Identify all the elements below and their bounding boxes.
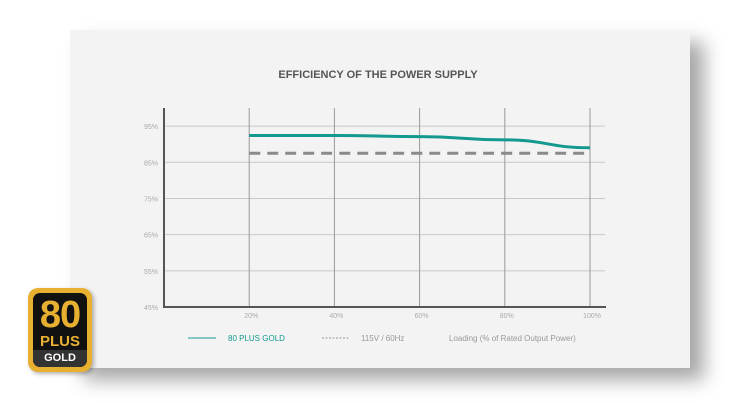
80-plus-gold-logo: 80 PLUS GOLD [28, 288, 92, 372]
x-tick-label: 100% [583, 313, 601, 320]
y-tick-label: 95% [144, 124, 158, 131]
x-tick-label: 60% [415, 313, 429, 320]
x-tick-label: 20% [244, 313, 258, 320]
series-line-80-plus-gold [249, 133, 591, 150]
chart-title: EFFICIENCY OF THE POWER SUPPLY [278, 69, 478, 81]
x-tick-label: 80% [500, 313, 514, 320]
x-tick-label: 40% [329, 313, 343, 320]
y-tick-label: 55% [144, 269, 158, 276]
y-tick-label: 65% [144, 233, 158, 240]
x-axis-label: Loading (% of Rated Output Power) [449, 334, 576, 343]
y-tick-label: 75% [144, 196, 158, 203]
legend-label-gold: 80 PLUS GOLD [228, 334, 285, 343]
y-tick-label: 85% [144, 160, 158, 167]
legend-label-115v: 115V / 60Hz [361, 334, 404, 343]
chart-card [70, 30, 690, 368]
y-tick-label: 45% [144, 305, 158, 312]
